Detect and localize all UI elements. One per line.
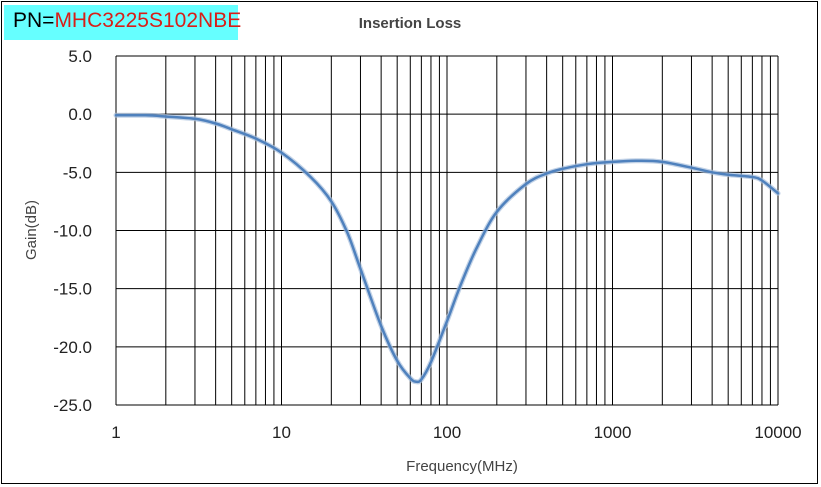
series-group [113,112,781,385]
y-tick-label: 5.0 [68,47,92,66]
x-axis-ticks: 1 10 100 1000 10000 [111,423,801,442]
series-line [114,113,780,384]
y-tick-label: -15.0 [53,280,92,299]
part-number-prefix: PN= [13,9,55,32]
grid-lines [115,55,779,406]
part-number-value: MHC3225S102NBE [54,9,242,32]
chart-title: Insertion Loss [358,15,462,32]
y-tick-label: 0.0 [68,105,92,124]
x-tick-label: 100 [433,423,461,442]
y-axis-label: Gain(dB) [23,200,40,260]
y-tick-label: -25.0 [53,396,92,415]
y-tick-label: -5.0 [63,163,92,182]
y-tick-label: -10.0 [53,222,92,241]
x-tick-label: 10 [272,423,291,442]
x-tick-label: 1000 [594,423,632,442]
y-axis-ticks: 5.0 0.0 -5.0 -10.0 -15.0 -20.0 -25.0 [53,47,92,415]
part-number-label: PN=MHC3225S102NBE [4,5,242,40]
x-axis-label: Frequency(MHz) [406,458,518,475]
x-tick-label: 1 [111,423,120,442]
x-tick-label: 10000 [754,423,801,442]
y-tick-label: -20.0 [53,338,92,357]
